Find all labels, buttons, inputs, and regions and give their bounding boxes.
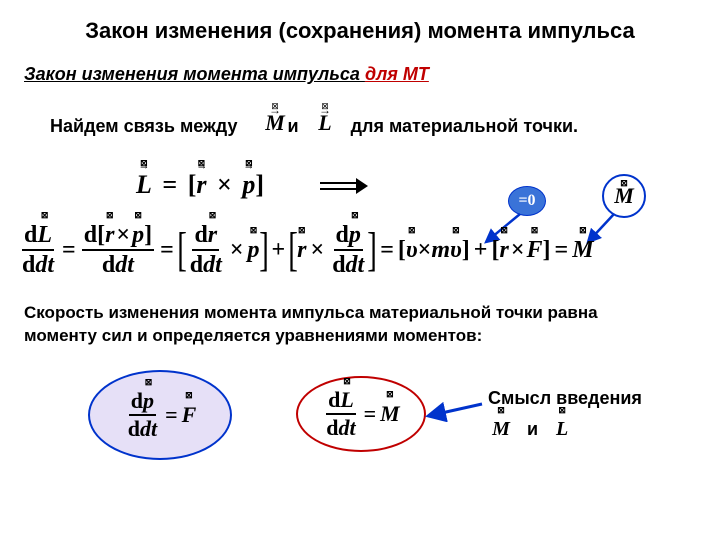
equation-dp-dt-F: d⊠p ddt = ⊠F xyxy=(90,372,230,458)
ellipse-newton-2: d⊠p ddt = ⊠F xyxy=(88,370,232,460)
subtitle: Закон изменения момента импульса для МТ xyxy=(24,64,429,85)
equation-derivation: d⊠L ddt = d[⊠r×⊠p] ddt = [ d⊠r ddt × ⊠p … xyxy=(18,218,708,282)
ellipse-moment-eq: d⊠L ddt = ⊠M xyxy=(296,376,426,452)
comment-line-2: моменту сил и определяется уравнениями м… xyxy=(24,326,482,345)
symbol-L-top: ⊠ → L xyxy=(314,108,336,138)
frac-dL-dt: d⊠L ddt xyxy=(20,223,56,277)
frac-drxp-dt: d[⊠r×⊠p] ddt xyxy=(82,223,154,277)
symbol-M-top: ⊠ → M xyxy=(264,108,286,138)
find-conj: и xyxy=(287,116,298,136)
page-title: Закон изменения (сохранения) момента имп… xyxy=(0,18,720,44)
equation-dL-dt-M: d⊠L ddt = ⊠M xyxy=(298,378,424,450)
arrow-to-ellipse-icon xyxy=(424,398,484,422)
right-caption: Смысл введения ⊠M и ⊠L xyxy=(488,384,642,445)
equation-definition-L: ⊠→L = [⊠→r × ⊠→p] xyxy=(136,170,264,200)
find-suffix: для материальной точки. xyxy=(351,116,578,136)
subtitle-emph: для МТ xyxy=(365,64,429,84)
find-prefix: Найдем связь между xyxy=(50,116,237,136)
implies-arrow-icon xyxy=(320,178,368,194)
explanation-text: Скорость изменения момента импульса мате… xyxy=(24,302,684,348)
subtitle-main: Закон изменения момента импульса xyxy=(24,64,365,84)
right-caption-conj: и xyxy=(527,419,538,439)
slide: Закон изменения (сохранения) момента имп… xyxy=(0,0,720,540)
comment-line-1: Скорость изменения момента импульса мате… xyxy=(24,303,598,322)
